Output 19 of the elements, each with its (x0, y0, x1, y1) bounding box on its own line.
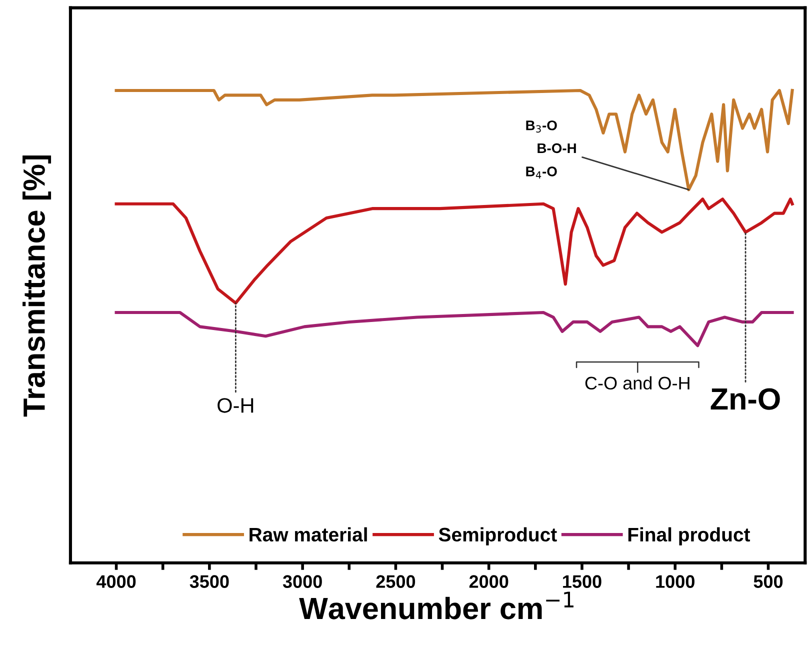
x-axis-title: Wavenumber cm$^{−1}$ (299, 592, 574, 620)
x-tick-label: 3500 (190, 575, 229, 588)
legend-label: Raw material (250, 527, 367, 542)
annotation: Zn-O (710, 388, 780, 410)
x-tick-label: 3000 (282, 575, 322, 588)
annotation: C-O and O-H (585, 376, 690, 390)
legend-label: Final product (628, 527, 750, 546)
annotation: B$_{4}$-O (526, 166, 557, 179)
y-axis-title: Transmittance [%] (22, 155, 52, 417)
legend-label: Semiproduct (438, 527, 557, 546)
x-tick-label: 2000 (469, 575, 508, 588)
annotation: B-O-H (538, 143, 576, 154)
x-tick-label: 4000 (96, 575, 136, 588)
x-tick-label: 1500 (563, 575, 602, 588)
annotation: O-H (218, 398, 254, 413)
annotation: B$_{3}$-O (526, 120, 557, 133)
x-tick-label: 2500 (376, 575, 416, 588)
x-tick-label: 1000 (656, 575, 694, 588)
x-tick-label: 500 (754, 575, 783, 588)
